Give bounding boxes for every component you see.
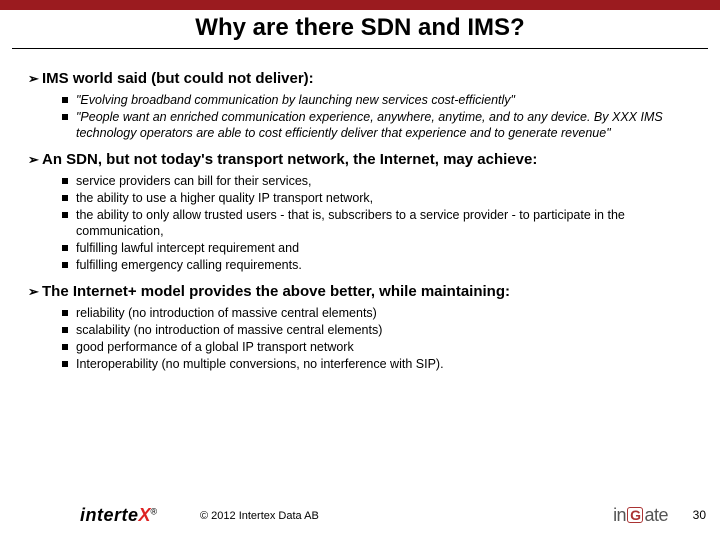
list-item-text: good performance of a global IP transpor… [76, 339, 700, 355]
page-number: 30 [693, 508, 706, 522]
list-item: good performance of a global IP transpor… [62, 339, 700, 355]
logo-text-x: X [139, 505, 151, 525]
square-bullet-icon [62, 212, 68, 218]
section-heading-text: An SDN, but not today's transport networ… [42, 151, 537, 169]
list-item: the ability to use a higher quality IP t… [62, 190, 700, 206]
list-item: scalability (no introduction of massive … [62, 322, 700, 338]
list-item-text: the ability to only allow trusted users … [76, 207, 700, 239]
section-heading-text: IMS world said (but could not deliver): [42, 70, 314, 88]
square-bullet-icon [62, 97, 68, 103]
slide-title: Why are there SDN and IMS? [0, 14, 720, 42]
list-item: the ability to only allow trusted users … [62, 207, 700, 239]
title-underline [12, 48, 708, 49]
list-item-text: scalability (no introduction of massive … [76, 322, 700, 338]
square-bullet-icon [62, 195, 68, 201]
slide-content: ➢ IMS world said (but could not deliver)… [28, 60, 700, 500]
ingate-pre: in [613, 505, 626, 525]
list-item-text: fulfilling lawful intercept requirement … [76, 240, 700, 256]
ingate-g-icon: G [627, 507, 643, 523]
list-item-text: "People want an enriched communication e… [76, 109, 700, 141]
section-list: reliability (no introduction of massive … [62, 305, 700, 372]
section-heading-text: The Internet+ model provides the above b… [42, 283, 510, 301]
arrow-bullet-icon: ➢ [28, 70, 42, 88]
list-item: service providers can bill for their ser… [62, 173, 700, 189]
intertex-logo: interteX® [80, 505, 157, 526]
list-item: "People want an enriched communication e… [62, 109, 700, 141]
section-list: "Evolving broadband communication by lau… [62, 92, 700, 141]
copyright-text: © 2012 Intertex Data AB [200, 510, 319, 522]
list-item-text: service providers can bill for their ser… [76, 173, 700, 189]
list-item: "Evolving broadband communication by lau… [62, 92, 700, 108]
registered-icon: ® [151, 507, 158, 517]
list-item-text: reliability (no introduction of massive … [76, 305, 700, 321]
square-bullet-icon [62, 361, 68, 367]
square-bullet-icon [62, 344, 68, 350]
list-item-text: "Evolving broadband communication by lau… [76, 92, 700, 108]
list-item: fulfilling emergency calling requirement… [62, 257, 700, 273]
arrow-bullet-icon: ➢ [28, 151, 42, 169]
list-item: reliability (no introduction of massive … [62, 305, 700, 321]
section-heading: ➢ An SDN, but not today's transport netw… [28, 151, 700, 169]
slide-footer: interteX® © 2012 Intertex Data AB inGate… [0, 504, 720, 532]
section-heading: ➢ IMS world said (but could not deliver)… [28, 70, 700, 88]
list-item-text: Interoperability (no multiple conversion… [76, 356, 700, 372]
square-bullet-icon [62, 262, 68, 268]
square-bullet-icon [62, 327, 68, 333]
square-bullet-icon [62, 310, 68, 316]
square-bullet-icon [62, 178, 68, 184]
top-color-bar [0, 0, 720, 10]
square-bullet-icon [62, 114, 68, 120]
list-item-text: fulfilling emergency calling requirement… [76, 257, 700, 273]
section-heading: ➢ The Internet+ model provides the above… [28, 283, 700, 301]
section-list: service providers can bill for their ser… [62, 173, 700, 273]
list-item-text: the ability to use a higher quality IP t… [76, 190, 700, 206]
logo-text-main: interte [80, 505, 139, 525]
ingate-post: ate [644, 505, 668, 525]
arrow-bullet-icon: ➢ [28, 283, 42, 301]
list-item: Interoperability (no multiple conversion… [62, 356, 700, 372]
square-bullet-icon [62, 245, 68, 251]
list-item: fulfilling lawful intercept requirement … [62, 240, 700, 256]
ingate-logo: inGate [613, 505, 668, 526]
